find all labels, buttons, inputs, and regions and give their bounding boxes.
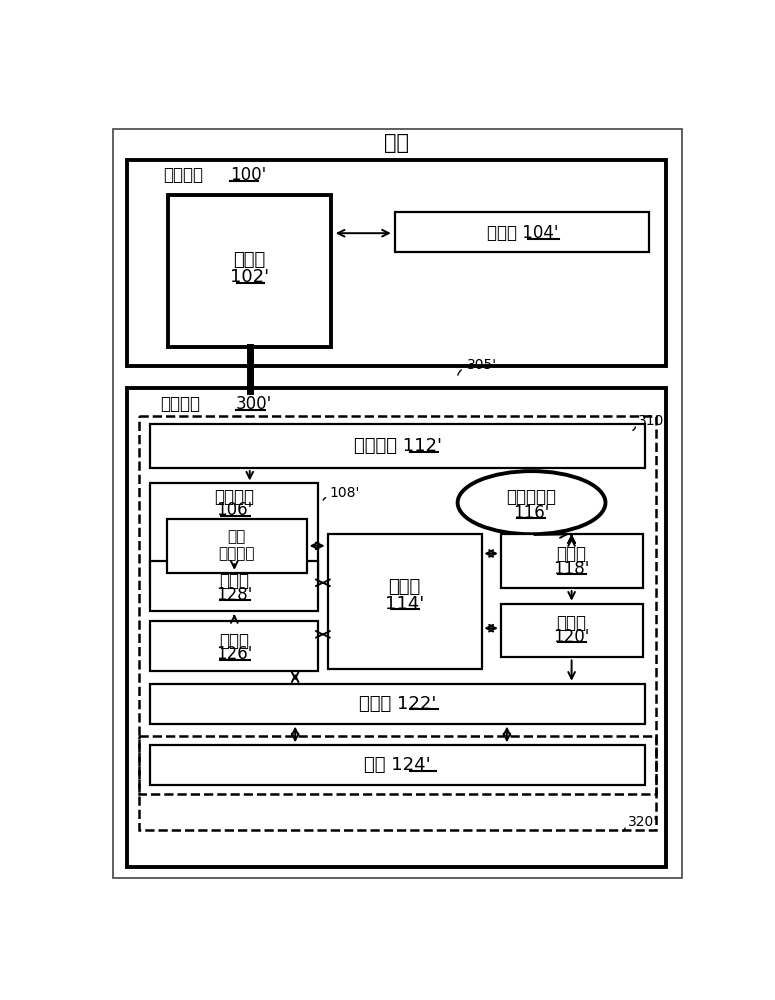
Text: 显示器 104': 显示器 104' [487,224,558,242]
Text: 地面单元: 地面单元 [164,166,204,184]
Text: 双工器 122': 双工器 122' [359,695,436,713]
Text: 地下单元: 地下单元 [160,395,201,413]
Text: 解调器: 解调器 [219,572,250,590]
Bar [501,534,643,588]
Text: 通信模块 112': 通信模块 112' [353,437,442,455]
Text: 300': 300' [236,395,272,413]
Bar [150,745,645,785]
Text: 100': 100' [229,166,266,184]
Text: 120': 120' [553,628,590,646]
Text: 114': 114' [385,595,424,613]
Text: 控制器: 控制器 [388,578,421,596]
Text: 信号
处理模块: 信号 处理模块 [219,529,255,561]
Bar [328,534,481,669]
Text: 102': 102' [230,268,269,286]
Bar [150,424,645,468]
Bar [395,212,649,252]
Bar [150,620,319,671]
Text: 320': 320' [628,815,658,829]
Bar [139,416,656,794]
Text: 天线 124': 天线 124' [364,756,431,774]
Text: 处理器: 处理器 [233,251,266,269]
Text: 116': 116' [513,504,549,522]
Text: 305': 305' [467,358,497,372]
Bar [127,388,666,867]
Ellipse shape [457,471,605,534]
Text: 108': 108' [330,486,360,500]
Bar [167,519,307,573]
Text: 310': 310' [638,414,668,428]
Text: 106': 106' [216,501,253,519]
Text: 调制器: 调制器 [556,545,587,563]
Text: 信号生成器: 信号生成器 [507,488,556,506]
Text: 128': 128' [216,586,253,604]
Text: 118': 118' [553,560,590,578]
Bar [150,483,319,584]
Text: 发送器: 发送器 [556,614,587,632]
Text: 126': 126' [216,645,253,663]
Bar [501,604,643,657]
Bar [139,736,656,830]
Text: 存储介质: 存储介质 [215,488,254,506]
Bar [127,160,666,366]
Text: 系统: 系统 [384,133,409,153]
Text: 接收器: 接收器 [219,632,250,650]
Bar [150,684,645,724]
Bar [168,195,332,347]
Bar [150,561,319,611]
